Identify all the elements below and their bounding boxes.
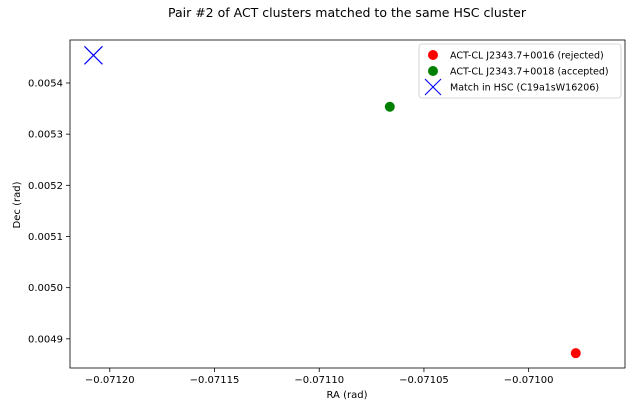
legend-marker xyxy=(428,66,438,76)
legend-label: ACT-CL J2343.7+0018 (accepted) xyxy=(450,67,609,78)
y-tick-label: 0.0051 xyxy=(28,232,63,243)
rejected-point xyxy=(570,348,581,359)
legend-box xyxy=(418,43,622,99)
chart-title: Pair #2 of ACT clusters matched to the s… xyxy=(168,5,527,20)
x-marker-stroke xyxy=(84,45,103,65)
accepted-point xyxy=(384,101,395,112)
x-tick-label: −0.07115 xyxy=(190,375,240,386)
x-axis-label: RA (rad) xyxy=(327,390,368,401)
y-tick-label: 0.0053 xyxy=(28,130,63,141)
legend: ACT-CL J2343.7+0016 (rejected) ACT-CL J23… xyxy=(418,43,622,99)
y-axis-label: Dec (rad) xyxy=(12,181,23,228)
y-tick-label: 0.0052 xyxy=(28,181,63,192)
x-tick-label: −0.07105 xyxy=(399,375,449,386)
hsc-match-point xyxy=(84,45,103,65)
legend-label: Match in HSC (C19a1sW16206) xyxy=(450,83,599,94)
legend-marker xyxy=(428,50,438,60)
legend-label: ACT-CL J2343.7+0016 (rejected) xyxy=(450,51,604,62)
y-tick-label: 0.0049 xyxy=(28,334,63,345)
y-tick-label: 0.0050 xyxy=(28,283,63,294)
y-tick-label: 0.0054 xyxy=(28,78,63,89)
plot-frame xyxy=(69,39,626,369)
x-tick-label: −0.07120 xyxy=(85,375,135,386)
x-tick-label: −0.07100 xyxy=(504,375,554,386)
x-tick-label: −0.07110 xyxy=(294,375,344,386)
legend-marker xyxy=(424,78,442,96)
